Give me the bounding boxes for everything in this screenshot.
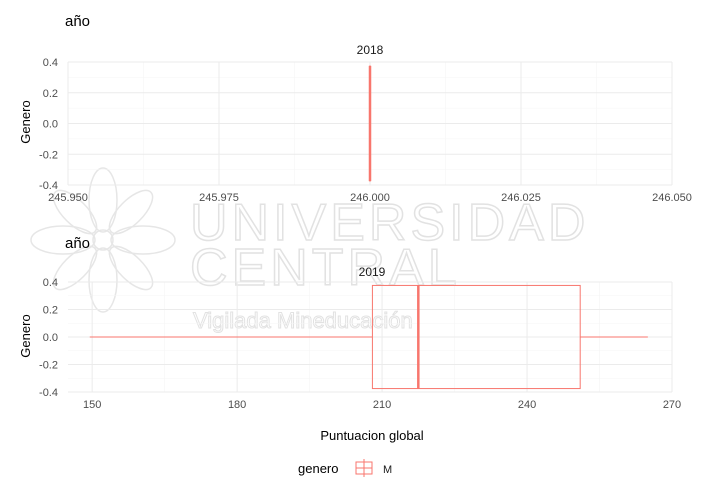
y-tick-label-2019: 0.4 [43,277,58,289]
x-tick-label-2018: 246.025 [501,192,541,204]
y-tick-label-2018: 0.2 [43,88,58,100]
x-tick-label-2018: 245.950 [48,192,88,204]
y-tick-label-2019: -0.4 [39,387,58,399]
y-axis-label-2019: Genero [18,314,33,357]
y-ticks-2018: 0.4 0.2 0.0 -0.2 -0.4 [39,57,58,192]
x-tick-label-2018: 246.050 [652,192,692,204]
x-ticks-2019: 150 180 210 240 270 [83,399,681,411]
facet-label-2019: 2019 [359,265,386,279]
legend-title: genero [298,461,338,476]
title-2018-panel: año [65,13,90,30]
x-tick-label-2018: 246.000 [350,192,390,204]
facet-label-2018: 2018 [357,43,384,57]
y-tick-label-2018: -0.4 [39,180,58,192]
watermark-line3: Vigilada Mineducación [193,308,413,333]
x-axis-label: Puntuacion global [320,428,423,443]
legend-key-m-icon [356,459,372,477]
y-tick-label-2018: 0.0 [43,119,58,131]
y-axis-label-2018: Genero [18,100,33,143]
y-tick-label-2019: 0.0 [43,332,58,344]
legend-entry-m: M [383,464,392,476]
y-ticks-2019: 0.4 0.2 0.0 -0.2 -0.4 [39,277,58,399]
y-tick-label-2018: -0.2 [39,149,58,161]
x-tick-label-2019: 210 [373,399,391,411]
y-tick-label-2019: -0.2 [39,360,58,372]
x-tick-label-2019: 270 [663,399,681,411]
legend: genero M [298,459,392,477]
y-tick-label-2018: 0.4 [43,57,58,69]
x-tick-label-2019: 240 [518,399,536,411]
x-ticks-2018: 245.950 245.975 246.000 246.025 246.050 [48,192,692,204]
title-2019-panel: año [65,235,90,252]
x-tick-label-2019: 180 [228,399,246,411]
x-tick-label-2018: 245.975 [199,192,239,204]
x-tick-label-2019: 150 [83,399,101,411]
y-tick-label-2019: 0.2 [43,305,58,317]
watermark-line2: CENTRAL [190,239,461,297]
